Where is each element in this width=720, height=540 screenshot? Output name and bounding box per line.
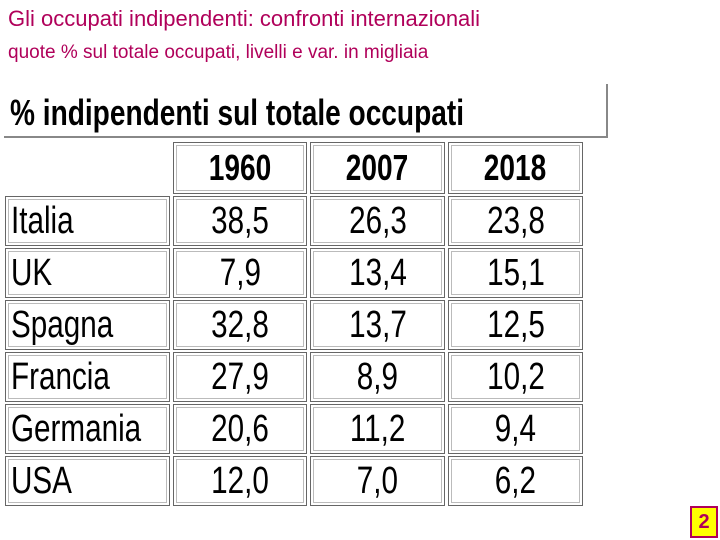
table-cell-text: 32,8 [211, 303, 269, 346]
table-cell: 11,2 [310, 404, 445, 454]
row-label-text: UK [11, 251, 53, 294]
table-cell: 27,9 [173, 352, 307, 402]
row-label-text: Germania [11, 407, 142, 450]
row-label-text: Francia [11, 355, 110, 398]
table-cell: 13,4 [310, 248, 445, 298]
table-cell: 32,8 [173, 300, 307, 350]
table-cell-text: 15,1 [486, 251, 545, 294]
column-header-text: 2018 [484, 147, 547, 188]
row-label-text: Italia [11, 199, 74, 242]
table-cell-text: 13,7 [348, 303, 407, 346]
table-cell-text: 7,0 [356, 459, 399, 502]
table-cell: 20,6 [173, 404, 307, 454]
row-label: Germania [5, 404, 170, 454]
table-cell: 23,8 [448, 196, 583, 246]
row-label: USA [5, 456, 170, 506]
table-cell: 26,3 [310, 196, 445, 246]
table-caption-wrap: % indipendenti sul totale occupati [10, 92, 592, 134]
row-label: UK [5, 248, 170, 298]
row-label-text: Spagna [11, 303, 114, 346]
table-cell: 15,1 [448, 248, 583, 298]
table-cell-text: 12,0 [211, 459, 269, 502]
table-cell-text: 10,2 [486, 355, 545, 398]
table-cell-text: 7,9 [219, 251, 261, 294]
column-header: 2018 [448, 142, 583, 194]
table-cell: 8,9 [310, 352, 445, 402]
caption-box [4, 84, 608, 138]
table-cell-text: 20,6 [211, 407, 269, 450]
table-cell-text: 12,5 [486, 303, 545, 346]
table-cell-text: 26,3 [348, 199, 407, 242]
table-caption: % indipendenti sul totale occupati [10, 92, 464, 133]
table-cell: 9,4 [448, 404, 583, 454]
table-cell-text: 23,8 [486, 199, 545, 242]
column-header-text: 2007 [346, 147, 409, 188]
table-cell: 12,0 [173, 456, 307, 506]
table-cell: 38,5 [173, 196, 307, 246]
row-label-text: USA [11, 459, 72, 502]
table-cell-text: 11,2 [349, 407, 406, 450]
row-label: Spagna [5, 300, 170, 350]
column-header-text: 1960 [208, 147, 272, 188]
table-cell-text: 8,9 [356, 355, 399, 398]
table-cell-text: 13,4 [348, 251, 407, 294]
row-label: Italia [5, 196, 170, 246]
table-cell: 10,2 [448, 352, 583, 402]
page-number: 2 [690, 506, 718, 538]
slide-subtitle: quote % sul totale occupati, livelli e v… [8, 42, 429, 63]
column-header: 2007 [310, 142, 445, 194]
table-cell-text: 27,9 [211, 355, 269, 398]
row-label: Francia [5, 352, 170, 402]
table-cell: 7,0 [310, 456, 445, 506]
table-cell-text: 9,4 [494, 407, 537, 450]
table-cell: 6,2 [448, 456, 583, 506]
table-cell-text: 38,5 [211, 199, 269, 242]
table-cell: 12,5 [448, 300, 583, 350]
slide-title: Gli occupati indipendenti: confronti int… [8, 6, 481, 31]
column-header: 1960 [173, 142, 307, 194]
table-cell-text: 6,2 [494, 459, 537, 502]
table-cell: 7,9 [173, 248, 307, 298]
table-cell: 13,7 [310, 300, 445, 350]
